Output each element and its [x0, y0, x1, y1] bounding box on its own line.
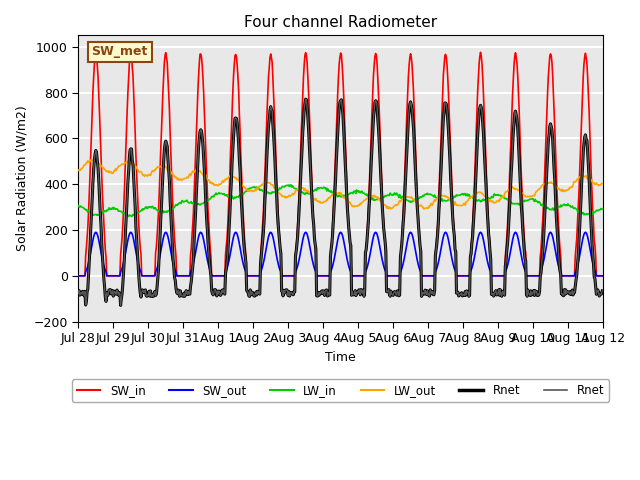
Text: SW_met: SW_met [92, 46, 148, 59]
Title: Four channel Radiometer: Four channel Radiometer [244, 15, 437, 30]
Legend: SW_in, SW_out, LW_in, LW_out, Rnet, Rnet: SW_in, SW_out, LW_in, LW_out, Rnet, Rnet [72, 379, 609, 402]
Y-axis label: Solar Radiation (W/m2): Solar Radiation (W/m2) [15, 106, 28, 252]
X-axis label: Time: Time [325, 350, 356, 363]
